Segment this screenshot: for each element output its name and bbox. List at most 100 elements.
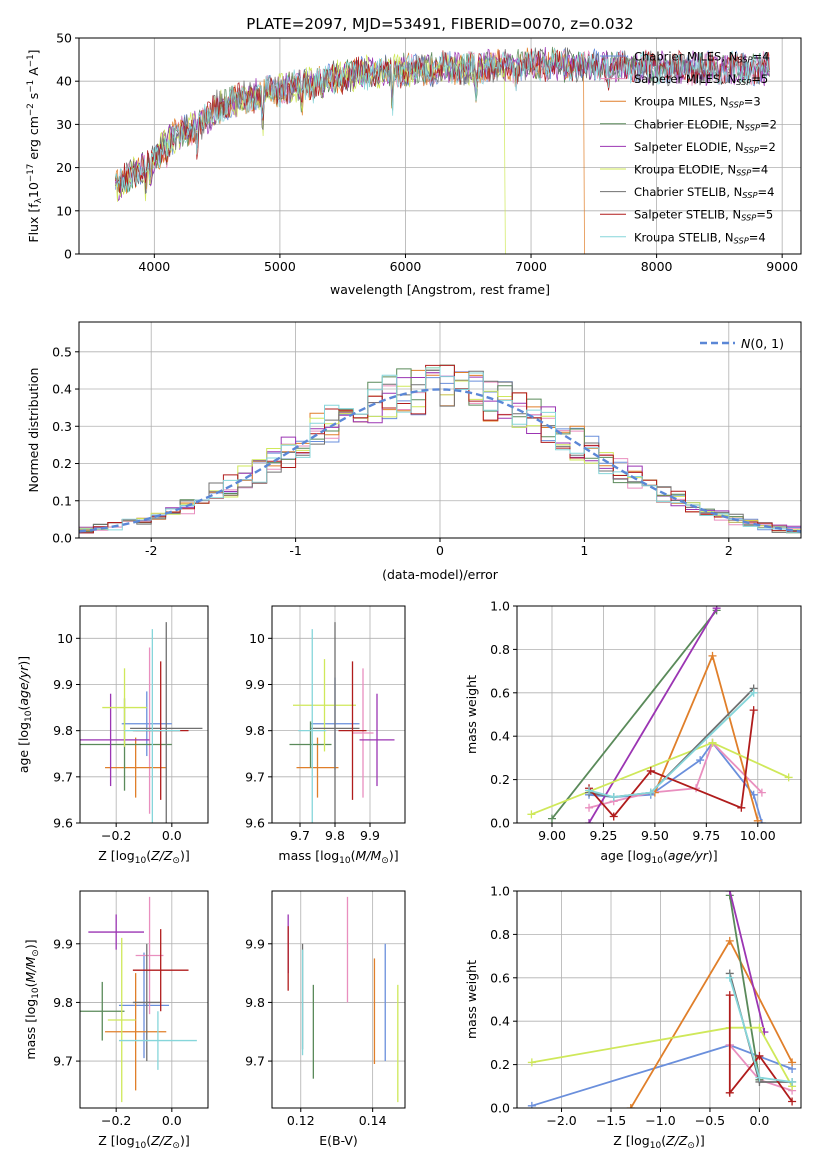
weight-point — [725, 991, 734, 1000]
errorbar-chabrier-miles — [121, 691, 172, 757]
y-tick-label: 0.6 — [490, 685, 510, 700]
axes-spectrum: 4000 5000 6000 7000 8000 9000 0 10 20 30 40 50 wavel… — [26, 31, 802, 297]
weights-kroupa-miles — [650, 651, 762, 823]
axes-frame — [78, 37, 802, 255]
y-tick-label: 40 — [56, 74, 72, 89]
x-tick-label: 9000 — [766, 259, 798, 274]
weight-line — [728, 891, 766, 1033]
y-tick-label: 9.8 — [53, 995, 73, 1010]
legend-label-kroupa-miles: Kroupa MILES, NSSP=3 — [634, 95, 761, 110]
axes-front: −0.2 0.0 9.6 9.7 9.8 9.9 10 Z [log10(Z/Z⊙)] age … — [16, 605, 209, 866]
x-tick-label: -2 — [145, 543, 157, 558]
legend-label-salpeter-miles: Salpeter MILES, NSSP=5 — [634, 72, 768, 87]
y-tick-label: 0.1 — [52, 493, 72, 508]
y-tick-label: 10 — [56, 203, 72, 218]
axes-frame — [271, 890, 406, 1109]
x-tick-label: 9.9 — [360, 828, 380, 843]
errorbar-chabrier-stelib — [130, 622, 203, 823]
x-tick-label: -1 — [289, 543, 301, 558]
plot-area — [517, 606, 801, 823]
legend-label-gaussian: N(0, 1) — [741, 336, 784, 351]
plot-content — [79, 364, 801, 536]
weight-point — [757, 788, 766, 797]
x-tick-label: −0.2 — [101, 828, 131, 843]
y-tick-label: 9.9 — [245, 677, 265, 692]
x-tick-label: −2.0 — [546, 1113, 576, 1128]
y-tick-label: 10 — [249, 631, 265, 646]
errorbar-kroupa-elodie — [107, 937, 136, 1103]
axes-age_vs_Z: −0.2 0.0 9.6 9.7 9.8 9.9 10 Z [log10(Z/Z⊙)] age … — [16, 605, 209, 866]
errorbar-salpeter-miles — [352, 668, 374, 798]
x-tick-label: 6000 — [390, 259, 422, 274]
x-axis-label: Z [log10(Z/Z⊙)] — [613, 1133, 704, 1151]
x-tick-label: 0.0 — [749, 1113, 769, 1128]
weight-point — [527, 1101, 536, 1108]
y-tick-label: 9.9 — [53, 936, 73, 951]
weights-chabrier-elodie — [547, 606, 721, 823]
weight-line — [588, 692, 755, 798]
errorbar-salpeter-elodie — [359, 693, 395, 787]
y-tick-label: 0.4 — [52, 382, 72, 397]
y-tick-label: 0 — [64, 247, 72, 262]
weight-point — [527, 810, 536, 819]
axes-age_vs_mass: 9.7 9.8 9.9 9.6 9.7 9.8 9.9 10 mass [log10(M/M⊙)… — [245, 605, 406, 866]
weight-point — [646, 788, 655, 797]
plot-area — [80, 606, 208, 823]
y-tick-label: 0.2 — [52, 456, 72, 471]
errorbar-salpeter-miles — [135, 896, 164, 1015]
weight-point — [788, 1097, 797, 1106]
y-tick-label: 50 — [56, 31, 72, 46]
axes-residuals: -2 -1 0 1 2 0.0 0.1 0.2 0.3 0.4 0.5 (data-model)/er… — [26, 321, 802, 582]
figure-title: PLATE=2097, MJD=53491, FIBERID=0070, z=0… — [246, 15, 633, 33]
weight-point — [725, 973, 734, 982]
spectrum-line-salpeter-stelib — [115, 48, 770, 193]
weights-salpeter-stelib — [725, 991, 797, 1106]
y-tick-label: 0.4 — [490, 1014, 510, 1029]
weight-point — [788, 1077, 797, 1086]
errorbar-chabrier-stelib — [132, 943, 161, 1062]
y-tick-label: 9.9 — [245, 936, 265, 951]
weight-point — [626, 1104, 635, 1108]
y-tick-label: 9.7 — [245, 769, 265, 784]
x-tick-label: 9.8 — [325, 828, 345, 843]
x-axis-label: Z [log10(Z/Z⊙)] — [98, 848, 189, 866]
axes-front: 4000 5000 6000 7000 8000 9000 0 10 20 30 40 50 wavel… — [26, 31, 802, 297]
legend-label-chabrier-elodie: Chabrier ELODIE, NSSP=2 — [634, 117, 777, 132]
y-tick-label: 9.7 — [53, 1054, 73, 1069]
axes-mass_vs_ebv: 0.12 0.14 9.7 9.8 9.9 E(B-V) — [245, 890, 406, 1148]
errorbar-chabrier-elodie — [80, 981, 125, 1041]
weight-line — [728, 895, 761, 1080]
x-tick-label: −1.5 — [596, 1113, 626, 1128]
axes-frame — [271, 605, 406, 824]
errorbar-kroupa-miles — [296, 737, 339, 798]
x-tick-label: 1 — [580, 543, 588, 558]
weight-point — [788, 1058, 797, 1067]
errorbar-kroupa-stelib — [124, 629, 181, 823]
y-tick-label: 0.2 — [490, 1057, 510, 1072]
x-axis-label: E(B-V) — [319, 1133, 358, 1148]
plot-content — [289, 622, 395, 823]
weights-salpeter-stelib — [585, 706, 758, 821]
x-axis-label: wavelength [Angstrom, rest frame] — [330, 282, 550, 297]
weight-point — [755, 1023, 764, 1032]
y-axis-label: Normed distribution — [26, 368, 41, 493]
errorbar-salpeter-elodie — [88, 914, 144, 950]
x-tick-label: −1.0 — [645, 1113, 675, 1128]
y-tick-label: 0.0 — [490, 1101, 510, 1116]
x-tick-label: −0.5 — [695, 1113, 725, 1128]
plot-content — [527, 606, 793, 823]
plot-content — [115, 46, 770, 254]
axes-weights_vs_age: 9.00 9.25 9.50 9.75 10.00 0.0 0.2 0.4 0.6 0.8 1.0 a… — [464, 599, 802, 866]
x-tick-label: 0.0 — [162, 828, 182, 843]
x-tick-label: 0.0 — [162, 1113, 182, 1128]
axes-front: −0.2 0.0 9.7 9.8 9.9 Z [log10(Z/Z⊙)] mass [log… — [23, 890, 209, 1151]
weight-point — [527, 1058, 536, 1067]
weights-salpeter-elodie — [585, 606, 721, 823]
histogram-kroupa-stelib — [79, 367, 801, 534]
gaussian-curve — [79, 388, 801, 533]
plot-area — [272, 891, 405, 1108]
weight-line — [551, 609, 718, 820]
axes-frame — [79, 890, 209, 1109]
legend-label-kroupa-elodie: Kroupa ELODIE, NSSP=4 — [634, 163, 768, 178]
